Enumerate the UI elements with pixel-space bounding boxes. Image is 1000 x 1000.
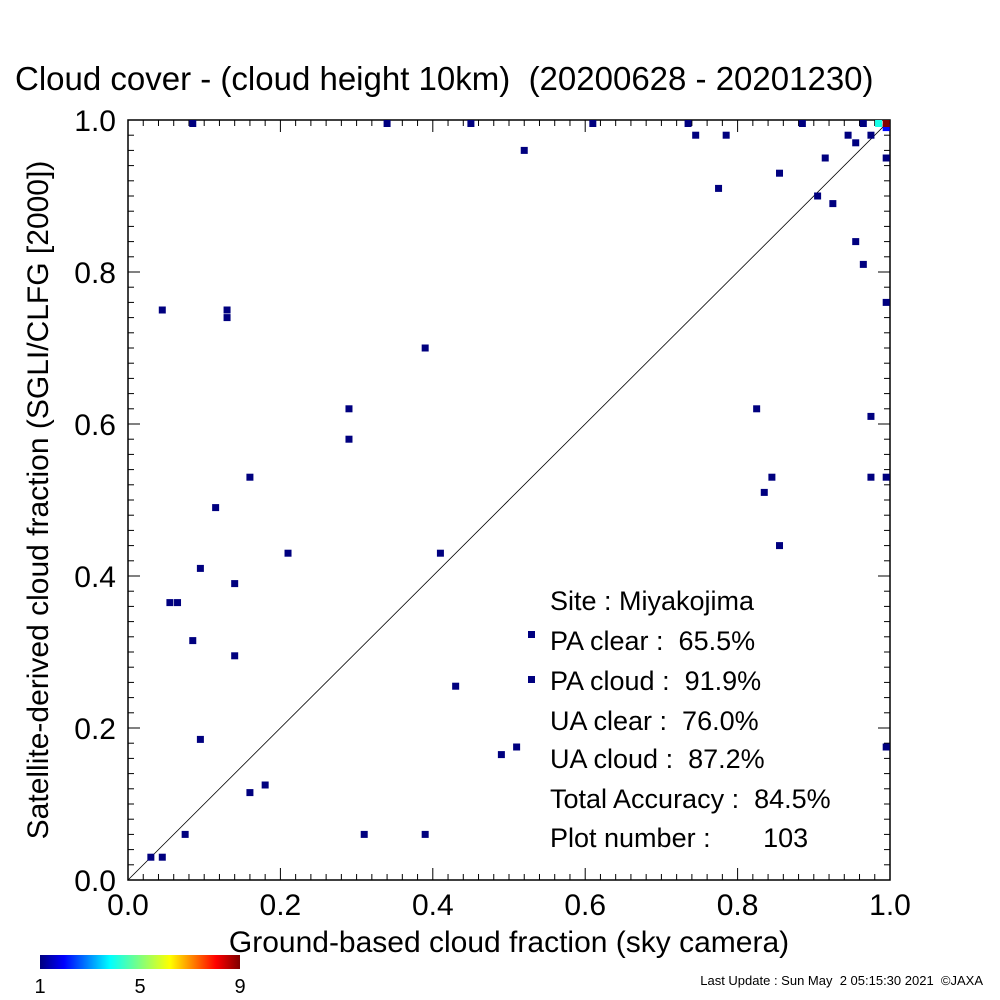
data-point (776, 542, 784, 550)
data-point (196, 564, 204, 572)
data-point (452, 682, 460, 690)
data-point (882, 473, 890, 481)
data-point (768, 473, 776, 481)
data-point (345, 435, 353, 443)
y-tick-label: 0.2 (74, 713, 116, 746)
data-point (212, 504, 220, 512)
last-update-footer: Last Update : Sun May 2 05:15:30 2021 ©J… (700, 973, 983, 988)
data-point (513, 743, 521, 751)
data-point (852, 238, 860, 246)
y-axis-label: Satellite-derived cloud fraction (SGLI/C… (22, 161, 55, 840)
data-point (882, 124, 890, 132)
x-tick-label: 0.8 (717, 889, 759, 922)
axis-ticks: 0.0 0.2 0.4 0.6 0.8 1.0 0.0 0.2 0.4 0.6 0.8 1.0 (74, 105, 911, 922)
data-point (520, 146, 528, 154)
legend-pa-clear: PA clear : 65.5% (550, 626, 755, 656)
data-point (436, 549, 444, 557)
data-point (753, 405, 761, 413)
data-point (859, 260, 867, 268)
data-point (715, 184, 723, 192)
data-point (821, 154, 829, 162)
legend-site: Site : Miyakojima (550, 586, 755, 616)
data-point (158, 853, 166, 861)
data-point (882, 120, 890, 127)
data-point (223, 314, 231, 322)
legend-marker-pa-cloud (528, 676, 535, 683)
data-point (421, 830, 429, 838)
colorbar-label-min: 1 (34, 976, 45, 998)
data-points (147, 120, 890, 861)
data-point (814, 192, 822, 200)
colorbar-gradient (40, 955, 240, 969)
legend-pa-cloud: PA cloud : 91.9% (550, 666, 761, 696)
one-to-one-line (127, 119, 891, 881)
data-point (284, 549, 292, 557)
data-point (196, 735, 204, 743)
data-point (684, 120, 692, 127)
data-point (383, 120, 391, 127)
data-point (859, 120, 867, 127)
data-point (223, 306, 231, 314)
data-point (421, 344, 429, 352)
x-tick-label: 0.4 (412, 889, 454, 922)
x-tick-label: 1.0 (869, 889, 911, 922)
colorbar-label-mid: 5 (134, 976, 145, 998)
data-point (345, 405, 353, 413)
chart-title: Cloud cover - (cloud height 10km) (20200… (15, 60, 874, 97)
data-point (147, 853, 155, 861)
data-point (867, 131, 875, 139)
data-point (852, 139, 860, 147)
y-tick-label: 0.8 (74, 257, 116, 290)
data-point (158, 306, 166, 314)
legend-marker-pa-clear (528, 631, 535, 638)
x-axis-label: Ground-based cloud fraction (sky camera) (229, 926, 789, 959)
data-point (181, 830, 189, 838)
data-point (246, 789, 254, 797)
y-tick-label: 1.0 (74, 105, 116, 138)
data-point (360, 830, 368, 838)
data-point (798, 120, 806, 127)
data-point (867, 412, 875, 420)
y-tick-label: 0.4 (74, 561, 116, 594)
legend-total-accuracy: Total Accuracy : 84.5% (550, 784, 831, 814)
data-point (776, 169, 784, 177)
data-point (875, 120, 883, 127)
data-point (166, 599, 174, 607)
colorbar: 1 5 9 (34, 955, 246, 998)
data-point (882, 298, 890, 306)
data-point (722, 131, 730, 139)
data-point (829, 200, 837, 208)
plot-area (127, 119, 891, 881)
data-point (231, 652, 239, 660)
legend-box: Site : Miyakojima PA clear : 65.5% PA cl… (528, 586, 831, 853)
data-point (692, 131, 700, 139)
data-point (231, 580, 239, 588)
data-point (174, 599, 182, 607)
y-tick-label: 0.6 (74, 409, 116, 442)
x-tick-label: 0.6 (564, 889, 606, 922)
data-point (882, 154, 890, 162)
data-point (497, 751, 505, 759)
data-point (589, 120, 597, 127)
legend-ua-clear: UA clear : 76.0% (550, 706, 759, 736)
x-tick-label: 0.0 (107, 889, 149, 922)
y-tick-label: 0.0 (74, 865, 116, 898)
legend-ua-cloud: UA cloud : 87.2% (550, 744, 765, 774)
data-point (760, 488, 768, 496)
data-point (189, 120, 197, 127)
colorbar-label-max: 9 (234, 976, 245, 998)
data-point (867, 473, 875, 481)
data-point (261, 781, 269, 789)
data-point (467, 120, 475, 127)
x-tick-label: 0.2 (260, 889, 302, 922)
data-point (246, 473, 254, 481)
data-point (844, 131, 852, 139)
data-point (882, 743, 890, 751)
legend-plot-number: Plot number : 103 (550, 823, 808, 853)
data-point (189, 637, 197, 645)
